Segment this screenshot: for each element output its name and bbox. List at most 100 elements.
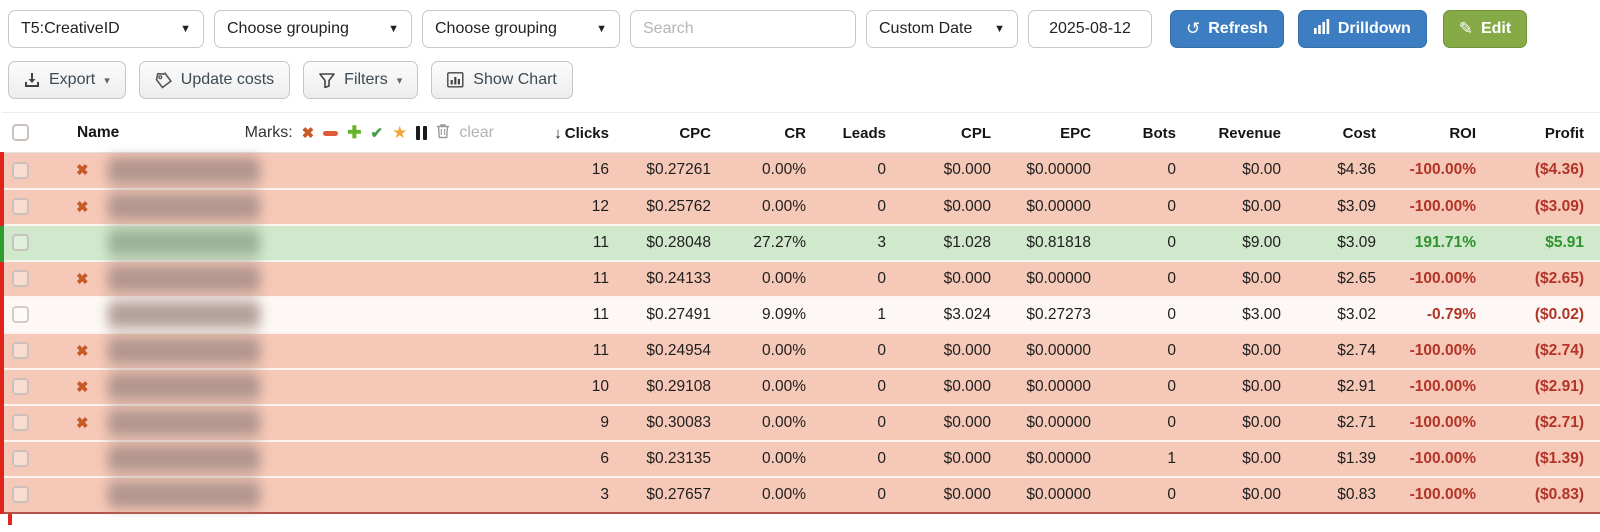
row-checkbox[interactable]	[12, 198, 29, 215]
blurred-row-name	[108, 229, 260, 256]
row-checkbox[interactable]	[12, 270, 29, 287]
table-row[interactable]: ✖ 10 $0.29108 0.00% 0 $0.000 $0.00000 0 …	[2, 369, 1600, 405]
column-header-revenue[interactable]: Revenue	[1194, 113, 1299, 153]
mark-x-icon[interactable]: ✖	[302, 124, 315, 142]
cell-cr: 0.00%	[729, 261, 824, 297]
column-header-cr[interactable]: CR	[729, 113, 824, 153]
cell-leads: 1	[824, 297, 904, 333]
column-header-epc[interactable]: EPC	[1009, 113, 1109, 153]
cell-epc: $0.00000	[1009, 369, 1109, 405]
cell-cost: $3.09	[1299, 189, 1394, 225]
cell-profit: ($0.02)	[1494, 297, 1600, 333]
cell-clicks: 16	[522, 153, 627, 189]
table-row[interactable]: ✖ 16 $0.27261 0.00% 0 $0.000 $0.00000 0 …	[2, 153, 1600, 189]
cell-bots: 0	[1109, 369, 1194, 405]
mark-plus-icon[interactable]: ✚	[347, 123, 361, 143]
cell-leads: 0	[824, 261, 904, 297]
mark-minus-icon[interactable]	[323, 131, 338, 136]
cell-profit: ($3.09)	[1494, 189, 1600, 225]
row-checkbox[interactable]	[12, 234, 29, 251]
row-checkbox[interactable]	[12, 162, 29, 179]
row-mark-x-icon: ✖	[76, 270, 108, 288]
mark-star-icon[interactable]: ★	[392, 123, 407, 143]
mark-pause-icon[interactable]	[416, 126, 427, 140]
drilldown-button[interactable]: Drilldown	[1298, 10, 1427, 48]
actions-toolbar: Export ▾ Update costs Filters ▾ Show Cha…	[0, 48, 1600, 99]
mark-check-icon[interactable]: ✔	[370, 124, 383, 142]
cell-epc: $0.00000	[1009, 441, 1109, 477]
column-header-leads[interactable]: Leads	[824, 113, 904, 153]
column-header-clicks[interactable]: ↓Clicks	[522, 113, 627, 153]
cell-cpl: $0.000	[904, 333, 1009, 369]
cell-cpc: $0.27657	[627, 477, 729, 513]
grouping-select-2[interactable]: Choose grouping ▼	[214, 10, 412, 48]
cell-leads: 0	[824, 441, 904, 477]
cell-cr: 9.09%	[729, 297, 824, 333]
cell-bots: 0	[1109, 153, 1194, 189]
blurred-row-name	[108, 337, 260, 364]
drilldown-button-label: Drilldown	[1338, 20, 1411, 38]
cell-revenue: $9.00	[1194, 225, 1299, 261]
search-input[interactable]	[630, 10, 856, 48]
table-row[interactable]: ✖ 9 $0.30083 0.00% 0 $0.000 $0.00000 0 $…	[2, 405, 1600, 441]
grouping-select-3[interactable]: Choose grouping ▼	[422, 10, 620, 48]
cell-revenue: $3.00	[1194, 297, 1299, 333]
table-row[interactable]: 3 $0.27657 0.00% 0 $0.000 $0.00000 0 $0.…	[2, 477, 1600, 513]
cell-clicks: 11	[522, 333, 627, 369]
show-chart-button[interactable]: Show Chart	[431, 61, 573, 99]
column-header-cpl[interactable]: CPL	[904, 113, 1009, 153]
cell-profit: ($4.36)	[1494, 153, 1600, 189]
cell-bots: 0	[1109, 261, 1194, 297]
row-checkbox[interactable]	[12, 306, 29, 323]
cell-epc: $0.00000	[1009, 153, 1109, 189]
cell-clicks: 10	[522, 369, 627, 405]
row-checkbox[interactable]	[12, 486, 29, 503]
edit-button[interactable]: ✎ Edit	[1443, 10, 1527, 48]
caret-down-icon: ▼	[994, 23, 1005, 35]
table-body: ✖ 16 $0.27261 0.00% 0 $0.000 $0.00000 0 …	[2, 153, 1600, 513]
cell-clicks: 12	[522, 189, 627, 225]
chart-icon	[447, 72, 464, 88]
marks-legend: Marks: ✖ ✚ ✔ ★ clear	[245, 123, 494, 143]
filters-button[interactable]: Filters ▾	[303, 61, 418, 99]
trash-icon[interactable]	[436, 123, 450, 143]
top-toolbar: T5:CreativeID ▼ Choose grouping ▼ Choose…	[0, 0, 1600, 48]
table-row[interactable]: ✖ 11 $0.24133 0.00% 0 $0.000 $0.00000 0 …	[2, 261, 1600, 297]
export-button[interactable]: Export ▾	[8, 61, 126, 99]
row-checkbox[interactable]	[12, 378, 29, 395]
cell-cpl: $1.028	[904, 225, 1009, 261]
column-header-bots[interactable]: Bots	[1109, 113, 1194, 153]
cell-roi: -100.00%	[1394, 153, 1494, 189]
table-row[interactable]: ✖ 12 $0.25762 0.00% 0 $0.000 $0.00000 0 …	[2, 189, 1600, 225]
table-row[interactable]: 11 $0.28048 27.27% 3 $1.028 $0.81818 0 $…	[2, 225, 1600, 261]
cell-profit: ($2.74)	[1494, 333, 1600, 369]
row-checkbox[interactable]	[12, 342, 29, 359]
table-row[interactable]: 6 $0.23135 0.00% 0 $0.000 $0.00000 1 $0.…	[2, 441, 1600, 477]
table-row[interactable]: 11 $0.27491 9.09% 1 $3.024 $0.27273 0 $3…	[2, 297, 1600, 333]
column-header-cpc[interactable]: CPC	[627, 113, 729, 153]
report-type-select[interactable]: T5:CreativeID ▼	[8, 10, 204, 48]
date-range-select[interactable]: Custom Date ▼	[866, 10, 1018, 48]
caret-down-icon: ▼	[596, 23, 607, 35]
marks-clear-button[interactable]: clear	[459, 124, 494, 142]
select-all-checkbox[interactable]	[12, 124, 29, 141]
cell-bots: 0	[1109, 189, 1194, 225]
cell-clicks: 6	[522, 441, 627, 477]
column-header-profit[interactable]: Profit	[1494, 113, 1600, 153]
row-checkbox[interactable]	[12, 450, 29, 467]
refresh-button[interactable]: ↺ Refresh	[1170, 10, 1284, 48]
column-header-roi[interactable]: ROI	[1394, 113, 1494, 153]
row-mark-x-icon: ✖	[76, 198, 108, 216]
report-table: Name Marks: ✖ ✚ ✔ ★ clear	[0, 112, 1600, 514]
row-checkbox[interactable]	[12, 414, 29, 431]
date-field[interactable]: 2025-08-12	[1028, 10, 1152, 48]
table-row[interactable]: ✖ 11 $0.24954 0.00% 0 $0.000 $0.00000 0 …	[2, 333, 1600, 369]
refresh-button-label: Refresh	[1208, 20, 1268, 38]
column-header-cost[interactable]: Cost	[1299, 113, 1394, 153]
cell-cr: 0.00%	[729, 477, 824, 513]
column-header-name[interactable]: Name Marks: ✖ ✚ ✔ ★ clear	[42, 113, 522, 153]
cell-revenue: $0.00	[1194, 405, 1299, 441]
download-icon	[24, 72, 40, 88]
update-costs-button[interactable]: Update costs	[139, 61, 290, 99]
cell-cpc: $0.27491	[627, 297, 729, 333]
